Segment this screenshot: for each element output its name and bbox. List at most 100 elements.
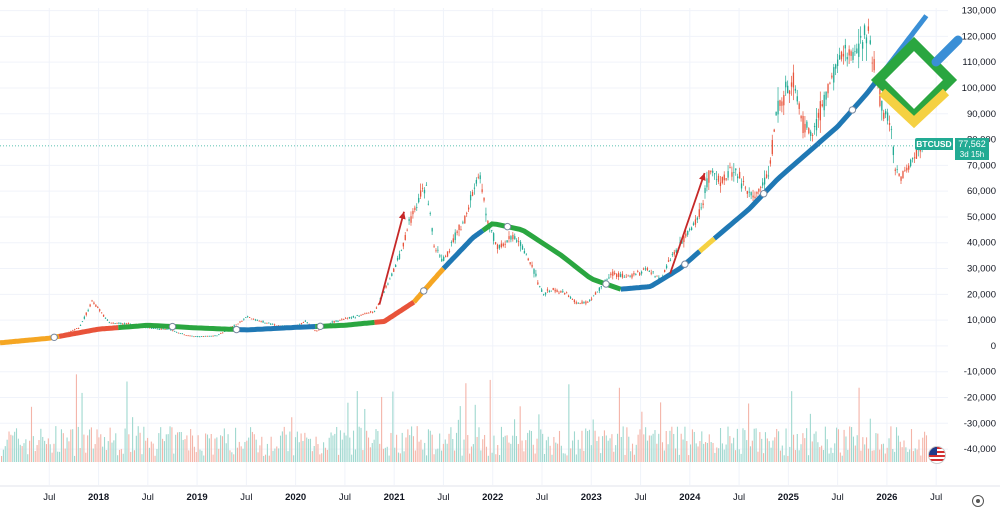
candle-body <box>364 313 366 315</box>
candle-body <box>533 269 535 274</box>
volume-bar <box>407 429 409 462</box>
volume-bar <box>394 447 396 462</box>
volume-bar <box>789 446 791 462</box>
volume-bar <box>87 435 89 462</box>
x-tick-label: Jul <box>930 492 942 503</box>
candle-body <box>214 335 216 337</box>
volume-bar <box>38 440 40 462</box>
volume-bar <box>680 433 682 462</box>
candle-body <box>516 240 518 242</box>
trend-segment <box>236 324 316 333</box>
volume-bar <box>901 447 903 462</box>
volume-bar <box>178 432 180 462</box>
candle-body <box>754 196 756 198</box>
volume-bar <box>74 455 76 462</box>
volume-bar <box>880 444 883 462</box>
trend-arrows <box>378 172 706 305</box>
volume-bar <box>8 431 10 462</box>
volume-bar <box>294 437 297 462</box>
candle-body <box>781 101 783 106</box>
volume-bar <box>502 437 504 462</box>
us-flag-icon[interactable] <box>928 446 946 464</box>
volume-bar <box>594 430 596 462</box>
volume-bar <box>17 438 19 462</box>
volume-bar <box>491 452 493 462</box>
volume-bar <box>366 430 368 462</box>
candle-body <box>596 291 599 293</box>
volume-bar <box>32 436 34 462</box>
volume-bar <box>598 436 600 462</box>
volume-bar <box>748 403 750 462</box>
candle-body <box>262 320 264 323</box>
volume-bar <box>572 440 574 462</box>
volume-bar <box>328 437 330 462</box>
volume-bar <box>585 428 587 462</box>
candle-body <box>714 173 716 175</box>
volume-bar <box>499 455 501 462</box>
candle-body <box>723 174 725 181</box>
volume-bar <box>42 436 44 462</box>
candle-body <box>160 328 162 330</box>
volume-bar <box>240 446 242 462</box>
candle-body <box>437 249 439 251</box>
volume-bar <box>384 447 386 462</box>
settings-icon[interactable] <box>972 495 984 507</box>
candle-body <box>156 328 159 330</box>
volume-bar <box>214 438 216 462</box>
candle-body <box>727 171 729 178</box>
volume-bar <box>787 455 789 462</box>
volume-bar <box>276 446 278 462</box>
candle-body <box>450 242 453 243</box>
volume-bar <box>439 433 441 462</box>
candle-body <box>523 251 526 254</box>
candle-body <box>418 197 420 203</box>
candle-body <box>796 96 798 102</box>
volume-bar <box>465 383 467 462</box>
candle-body <box>114 323 116 324</box>
candle-body <box>617 272 620 277</box>
trend-segment <box>441 228 485 271</box>
candle-body <box>91 300 93 302</box>
volume-bar <box>442 443 444 462</box>
volume-bar <box>257 452 259 462</box>
trend-arrow-shaft <box>669 172 706 274</box>
candle-body <box>856 48 858 53</box>
volume-bar <box>455 432 458 462</box>
volume-bar <box>324 447 327 462</box>
volume-bar <box>837 429 840 462</box>
candle-body <box>302 322 305 323</box>
volume-bar <box>581 430 583 462</box>
candle-body <box>354 317 356 319</box>
candle-body <box>610 273 612 276</box>
volume-bar <box>912 451 914 462</box>
candle-body <box>264 322 266 324</box>
candle-body <box>477 176 479 178</box>
volume-bar <box>558 430 561 462</box>
volume-bar <box>646 440 649 462</box>
last-price-value: 77,562 <box>955 138 989 150</box>
volume-bar <box>892 449 894 462</box>
candle-body <box>191 335 193 337</box>
volume-bar <box>600 453 602 462</box>
volume-bar <box>749 446 752 462</box>
candle-body <box>220 333 222 334</box>
candle-body <box>794 88 797 91</box>
y-tick-label: 40,000 <box>967 238 996 249</box>
volume-bar <box>480 450 482 462</box>
volume-bar <box>817 442 819 462</box>
volume-bar <box>49 444 51 462</box>
volume-bar <box>279 435 282 462</box>
candle-body <box>95 304 97 307</box>
volume-bar <box>695 443 697 462</box>
candle-body <box>698 209 700 217</box>
volume-bar <box>291 417 293 462</box>
candle-body <box>223 331 226 333</box>
volume-bar <box>691 429 693 462</box>
candle-body <box>452 238 454 242</box>
volume-bar <box>358 426 360 462</box>
volume-bar <box>894 451 896 462</box>
candle-body <box>260 320 262 322</box>
candle-body <box>391 273 393 276</box>
candle-body <box>373 311 376 313</box>
